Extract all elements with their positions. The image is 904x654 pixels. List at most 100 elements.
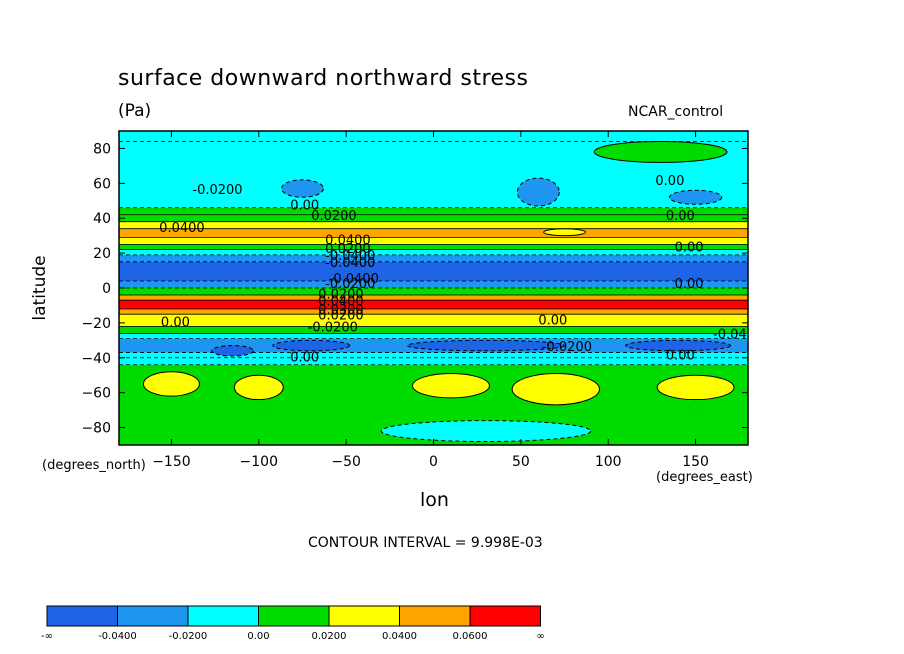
- x-tick-label: −100: [240, 454, 278, 470]
- contour-band: [119, 300, 748, 309]
- x-tick-label: −50: [331, 454, 361, 470]
- contour-patch: [233, 374, 284, 401]
- contour-patch: [412, 372, 490, 399]
- contour-patch: [656, 374, 735, 401]
- contour-band: [119, 237, 748, 245]
- contour-label: -0.0400: [325, 249, 375, 264]
- colorbar-label: 0.0400: [382, 631, 417, 642]
- contour-label: 0.00: [666, 209, 695, 224]
- contour-band: [119, 228, 748, 238]
- contour-label: 0.00: [675, 240, 704, 255]
- case-label: NCAR_control: [628, 104, 724, 120]
- colorbar-swatch: [399, 605, 471, 627]
- contour-patch: [406, 339, 566, 352]
- contour-patch: [511, 372, 600, 406]
- contour-patch: [272, 339, 351, 352]
- contour-label: 0.0400: [325, 233, 371, 248]
- y-tick-label: −60: [81, 386, 111, 402]
- contour-label: -0.0200: [542, 340, 592, 355]
- contour-patch: [211, 345, 255, 357]
- colorbar-label: -0.0200: [169, 631, 208, 642]
- contour-band: [119, 261, 748, 282]
- contour-band: [119, 326, 748, 334]
- contour-band: [119, 249, 748, 255]
- contour-label: 0.00: [666, 349, 695, 364]
- x-tick-label: −150: [152, 454, 190, 470]
- contour-patch: [516, 177, 560, 207]
- y-tick-label: −80: [81, 421, 111, 437]
- colorbar-swatch: [46, 605, 118, 627]
- contour-band: [119, 308, 748, 315]
- colorbar-swatch: [328, 605, 400, 627]
- contour-label: 0.00: [290, 350, 319, 365]
- contour-label: -0.0400: [713, 328, 763, 343]
- chart-title: surface downward northward stress: [118, 66, 529, 91]
- contour-patch: [380, 420, 592, 443]
- contour-label: -0.0400: [329, 272, 379, 287]
- y-tick-label: 80: [93, 141, 111, 157]
- colorbar-swatch: [117, 605, 189, 627]
- contour-label: 0.0200: [325, 242, 371, 257]
- contour-label: 0.00: [290, 199, 319, 214]
- contour-band: [119, 207, 748, 215]
- colorbar-label: 0.00: [247, 631, 269, 642]
- x-tick-label: 0: [429, 454, 438, 470]
- colorbar-label: -∞: [41, 631, 53, 642]
- colorbar-label: 0.0600: [453, 631, 488, 642]
- contour-band: [119, 214, 748, 222]
- colorbar-swatch: [187, 605, 259, 627]
- chart-units: (Pa): [118, 101, 152, 121]
- contour-label: -0.0200: [308, 321, 358, 336]
- x-axis-label: lon: [420, 489, 449, 511]
- contour-label: -0.0200: [192, 183, 242, 198]
- contour-label: 0.00: [161, 315, 190, 330]
- colorbar-swatch: [469, 605, 541, 627]
- contour-band: [119, 314, 748, 327]
- contour-patch: [593, 140, 728, 163]
- colorbar-swatch: [258, 605, 330, 627]
- contour-label: 0.0200: [311, 209, 357, 224]
- y-axis-ticks: −80 −60 −40 −20 0 20 40 60 80: [81, 141, 748, 437]
- contour-label: 0.0400: [318, 294, 364, 309]
- y-tick-label: 60: [93, 176, 111, 192]
- y-tick-label: −40: [81, 351, 111, 367]
- contour-band: [119, 333, 748, 339]
- contour-patch: [625, 339, 732, 352]
- contour-band: [119, 281, 748, 288]
- y-tick-label: 20: [93, 246, 111, 262]
- contour-band: [119, 254, 748, 262]
- contour-label: -0.0400: [325, 256, 375, 271]
- plot-area: [119, 131, 748, 445]
- colorbar: -∞ -0.0400 -0.0200 0.00 0.0200 0.0400 0.0600 ∞: [41, 605, 545, 642]
- contour-label: 0.00: [655, 174, 684, 189]
- contour-labels: -0.0200 0.0400 0.00 0.00 0.00 0.00 0.00 -0.0200…: [159, 174, 763, 365]
- colorbar-label: -0.0400: [98, 631, 137, 642]
- contour-patch: [543, 228, 587, 237]
- contour-band: [119, 357, 748, 365]
- y-tick-label: 0: [102, 281, 111, 297]
- x-axis-ticks: −150 −100 −50 0 50 100 150: [152, 131, 709, 470]
- x-tick-label: 50: [512, 454, 530, 470]
- contour-label: 0.0200: [318, 308, 364, 323]
- x-tick-label: 100: [595, 454, 622, 470]
- x-tick-label: 150: [682, 454, 709, 470]
- y-tick-label: 40: [93, 211, 111, 227]
- contour-label: 0.0200: [318, 287, 364, 302]
- colorbar-label: ∞: [536, 631, 544, 642]
- contour-label: 0.0400: [159, 221, 205, 236]
- colorbar-label: 0.0200: [312, 631, 347, 642]
- contour-band: [119, 244, 748, 250]
- contour-label: 0.0300: [318, 303, 364, 318]
- contour-patch: [668, 189, 723, 205]
- contour-label: 0.00: [538, 314, 567, 329]
- contour-patch: [280, 179, 324, 198]
- x-axis-units: (degrees_east): [656, 470, 753, 485]
- contour-band: [119, 352, 748, 358]
- y-tick-label: −20: [81, 316, 111, 332]
- contour-label: -0.0200: [325, 277, 375, 292]
- contour-band: [119, 294, 748, 301]
- contour-label: 0.00: [675, 277, 704, 292]
- contour-interval: CONTOUR INTERVAL = 9.998E-03: [308, 535, 543, 551]
- y-axis-units: (degrees_north): [42, 458, 146, 473]
